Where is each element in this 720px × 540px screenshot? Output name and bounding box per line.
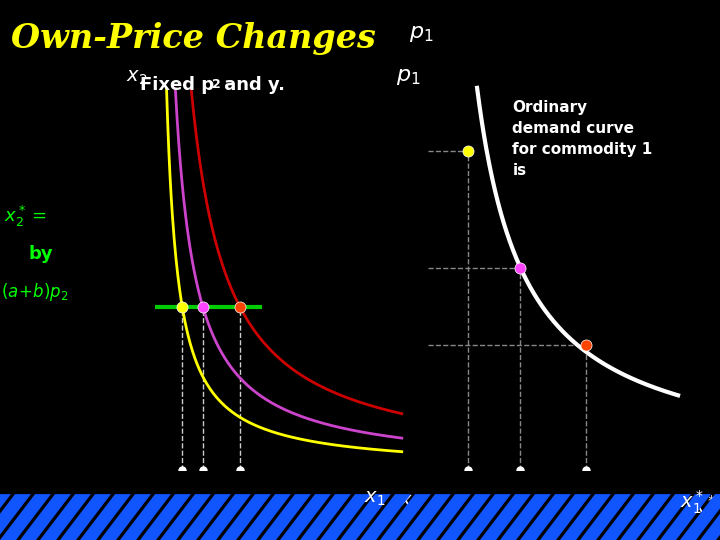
Text: 2: 2 [212,78,221,91]
Polygon shape [500,494,551,540]
Polygon shape [320,494,371,540]
Polygon shape [520,494,571,540]
Text: Ordinary
demand curve
for commodity 1
is: Ordinary demand curve for commodity 1 is [513,100,653,178]
Text: $(a\!+\!b)p_2$: $(a\!+\!b)p_2$ [1,281,68,302]
Text: $x_2$: $x_2$ [126,68,148,86]
Text: $x_2^*=$: $x_2^*=$ [4,204,46,228]
Polygon shape [420,494,471,540]
Polygon shape [360,494,411,540]
Polygon shape [300,494,351,540]
Polygon shape [580,494,631,540]
Polygon shape [0,494,31,540]
Text: $x_1^*$: $x_1^*$ [680,489,704,516]
Polygon shape [440,494,491,540]
Polygon shape [380,494,431,540]
Polygon shape [340,494,391,540]
Text: and y.: and y. [218,76,285,93]
Polygon shape [640,494,691,540]
Polygon shape [180,494,231,540]
Polygon shape [60,494,111,540]
Polygon shape [600,494,651,540]
Polygon shape [400,494,451,540]
Text: $p_1$: $p_1$ [409,24,433,44]
Polygon shape [0,494,51,540]
Polygon shape [160,494,211,540]
Polygon shape [100,494,151,540]
Text: Fixed p: Fixed p [140,76,215,93]
Text: Own-Price Changes: Own-Price Changes [11,22,376,55]
Polygon shape [220,494,271,540]
Polygon shape [680,494,720,540]
Text: by: by [29,245,53,263]
Polygon shape [140,494,191,540]
Polygon shape [200,494,251,540]
Polygon shape [20,494,71,540]
Polygon shape [700,494,720,540]
Polygon shape [0,494,11,540]
Polygon shape [40,494,91,540]
Polygon shape [460,494,511,540]
Polygon shape [80,494,131,540]
Polygon shape [260,494,311,540]
Polygon shape [120,494,171,540]
Text: $x_1^*$: $x_1^*$ [693,493,716,521]
Text: $p_1$: $p_1$ [396,67,420,87]
Polygon shape [660,494,711,540]
Polygon shape [560,494,611,540]
Polygon shape [540,494,591,540]
Text: $x_1$: $x_1$ [364,489,385,508]
Polygon shape [280,494,331,540]
Polygon shape [620,494,671,540]
Polygon shape [240,494,291,540]
Text: $x_1$: $x_1$ [399,493,420,512]
Polygon shape [480,494,531,540]
